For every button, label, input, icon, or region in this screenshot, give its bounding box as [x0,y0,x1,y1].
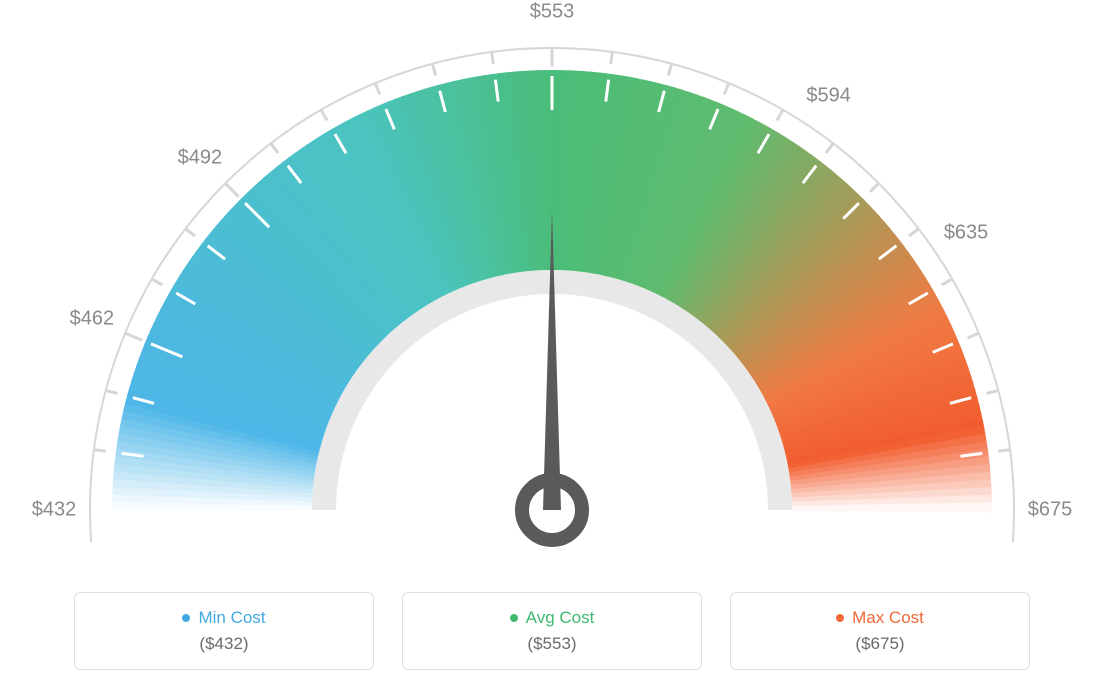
legend-value-max: ($675) [855,634,904,654]
legend-value-avg: ($553) [527,634,576,654]
gauge-tick-label: $462 [70,308,115,331]
legend-card-max: Max Cost ($675) [730,592,1030,670]
legend-row: Min Cost ($432) Avg Cost ($553) Max Cost… [0,592,1104,670]
legend-card-avg: Avg Cost ($553) [402,592,702,670]
gauge-tick-label: $553 [530,1,575,24]
gauge-tick-label: $675 [1028,499,1073,522]
gauge-chart [0,0,1104,570]
legend-label-max: Max Cost [852,608,924,628]
gauge-tick-label: $594 [806,84,851,107]
gauge-tick-label: $432 [32,499,77,522]
legend-dot-avg [510,614,518,622]
gauge-tick-label: $492 [178,146,223,169]
legend-card-min: Min Cost ($432) [74,592,374,670]
legend-dot-max [836,614,844,622]
legend-label-min: Min Cost [198,608,265,628]
cost-gauge-widget: $432 $462 $492 $553 $594 $635 $675 Min Cost ($… [0,0,1104,690]
legend-label-avg: Avg Cost [526,608,595,628]
gauge-tick-label: $635 [944,222,989,245]
legend-value-min: ($432) [199,634,248,654]
legend-dot-min [182,614,190,622]
